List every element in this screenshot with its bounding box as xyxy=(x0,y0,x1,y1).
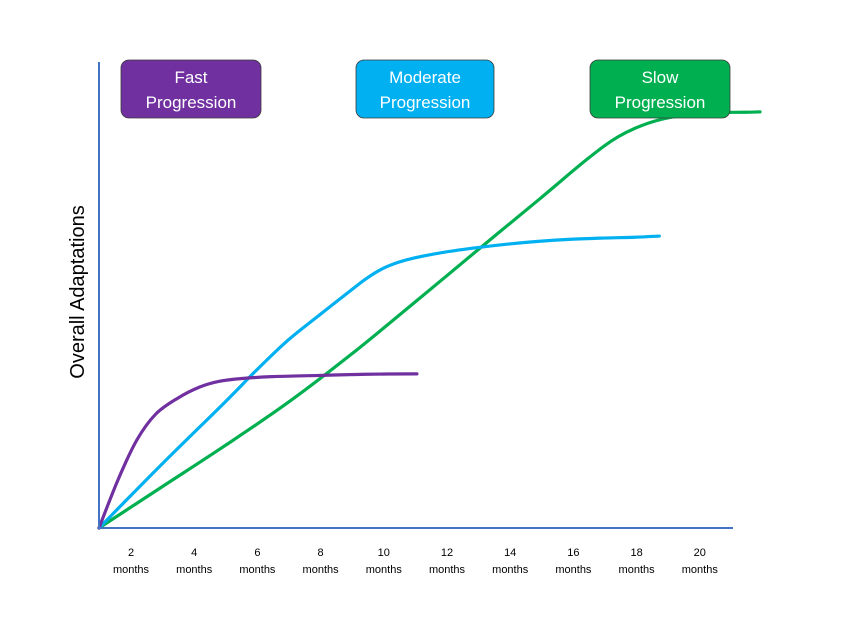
x-tick-label-12: 12 xyxy=(441,547,453,559)
x-tick-unit-14: months xyxy=(492,564,529,576)
series-line-fast-progression xyxy=(97,372,419,530)
legend: Fast Progression Moderate Progression Slow Pr… xyxy=(120,59,731,119)
x-tick-label-18: 18 xyxy=(630,547,642,559)
legend-box-fast-progression xyxy=(120,59,262,119)
series-line-slow-progression xyxy=(97,110,762,530)
x-tick-label-16: 16 xyxy=(567,547,579,559)
series-line-moderate-progression xyxy=(97,234,661,530)
x-tick-unit-12: months xyxy=(429,564,466,576)
x-tick-unit-8: months xyxy=(303,564,340,576)
legend-label-slow-progression-line2: Progression xyxy=(615,93,706,112)
legend-label-fast-progression-line2: Progression xyxy=(146,93,237,112)
x-tick-label-8: 8 xyxy=(318,547,324,559)
x-tick-label-10: 10 xyxy=(378,547,390,559)
x-tick-label-20: 20 xyxy=(694,547,706,559)
x-tick-label-6: 6 xyxy=(254,547,260,559)
x-tick-label-14: 14 xyxy=(504,547,516,559)
legend-label-moderate-progression-line2: Progression xyxy=(380,93,471,112)
x-tick-unit-18: months xyxy=(619,564,656,576)
x-tick-label-4: 4 xyxy=(191,547,197,559)
x-tick-unit-16: months xyxy=(555,564,592,576)
x-tick-labels: 2 months 4 months 6 months 8 months 10 months 12 mo… xyxy=(113,547,718,576)
legend-label-slow-progression-line1: Slow xyxy=(642,68,680,87)
legend-label-moderate-progression-line1: Moderate xyxy=(389,68,461,87)
x-tick-unit-2: months xyxy=(113,564,150,576)
legend-box-moderate-progression xyxy=(355,59,495,119)
legend-box-slow-progression xyxy=(589,59,731,119)
x-tick-label-2: 2 xyxy=(128,547,134,559)
x-tick-unit-6: months xyxy=(239,564,276,576)
x-tick-unit-4: months xyxy=(176,564,213,576)
x-tick-unit-20: months xyxy=(682,564,719,576)
series-layer xyxy=(97,110,762,530)
x-tick-unit-10: months xyxy=(366,564,403,576)
y-axis-label: Overall Adaptations xyxy=(67,205,89,378)
legend-label-fast-progression-line1: Fast xyxy=(174,68,207,87)
